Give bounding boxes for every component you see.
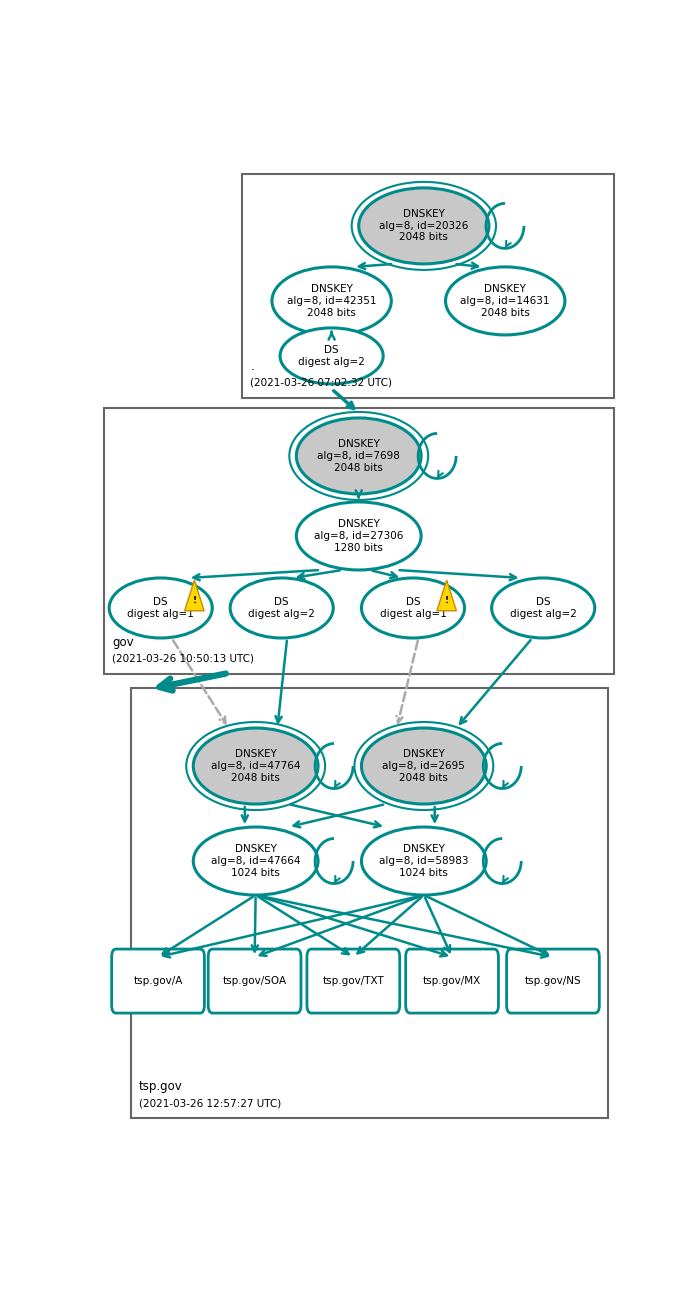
Text: DNSKEY
alg=8, id=7698
2048 bits: DNSKEY alg=8, id=7698 2048 bits xyxy=(317,439,400,473)
Ellipse shape xyxy=(491,578,595,638)
Ellipse shape xyxy=(445,266,565,335)
Ellipse shape xyxy=(193,827,318,895)
Text: DS
digest alg=2: DS digest alg=2 xyxy=(298,346,365,366)
Ellipse shape xyxy=(361,827,486,895)
Text: DNSKEY
alg=8, id=2695
2048 bits: DNSKEY alg=8, id=2695 2048 bits xyxy=(382,750,466,782)
FancyBboxPatch shape xyxy=(406,950,498,1013)
Text: .: . xyxy=(251,360,254,373)
Ellipse shape xyxy=(358,188,489,264)
Ellipse shape xyxy=(296,418,421,494)
Bar xyxy=(242,174,614,397)
Text: DNSKEY
alg=8, id=47664
1024 bits: DNSKEY alg=8, id=47664 1024 bits xyxy=(211,844,300,878)
Ellipse shape xyxy=(296,501,421,570)
Text: (2021-03-26 10:50:13 UTC): (2021-03-26 10:50:13 UTC) xyxy=(112,653,254,664)
Bar xyxy=(131,688,608,1118)
Ellipse shape xyxy=(361,727,486,804)
Text: DS
digest alg=1: DS digest alg=1 xyxy=(379,598,447,618)
FancyBboxPatch shape xyxy=(507,950,599,1013)
Text: DNSKEY
alg=8, id=27306
1280 bits: DNSKEY alg=8, id=27306 1280 bits xyxy=(314,520,403,552)
Text: DNSKEY
alg=8, id=14631
2048 bits: DNSKEY alg=8, id=14631 2048 bits xyxy=(461,284,550,317)
Text: (2021-03-26 07:02:32 UTC): (2021-03-26 07:02:32 UTC) xyxy=(251,378,392,388)
Text: DNSKEY
alg=8, id=58983
1024 bits: DNSKEY alg=8, id=58983 1024 bits xyxy=(379,844,468,878)
Text: DS
digest alg=1: DS digest alg=1 xyxy=(127,598,194,618)
Polygon shape xyxy=(437,581,456,611)
Text: tsp.gov/SOA: tsp.gov/SOA xyxy=(223,976,287,986)
Ellipse shape xyxy=(272,266,391,335)
Ellipse shape xyxy=(280,327,383,385)
FancyBboxPatch shape xyxy=(111,950,204,1013)
Ellipse shape xyxy=(230,578,333,638)
Bar xyxy=(104,408,614,674)
Text: tsp.gov/A: tsp.gov/A xyxy=(133,976,183,986)
Ellipse shape xyxy=(109,578,212,638)
Text: DS
digest alg=2: DS digest alg=2 xyxy=(510,598,577,618)
Ellipse shape xyxy=(193,727,318,804)
Polygon shape xyxy=(185,581,204,611)
Ellipse shape xyxy=(361,578,465,638)
FancyBboxPatch shape xyxy=(307,950,400,1013)
Text: DS
digest alg=2: DS digest alg=2 xyxy=(248,598,315,618)
Text: tsp.gov/NS: tsp.gov/NS xyxy=(525,976,581,986)
Text: tsp.gov/TXT: tsp.gov/TXT xyxy=(323,976,384,986)
Text: DNSKEY
alg=8, id=20326
2048 bits: DNSKEY alg=8, id=20326 2048 bits xyxy=(379,209,468,243)
Text: tsp.gov: tsp.gov xyxy=(139,1079,183,1092)
FancyBboxPatch shape xyxy=(208,950,301,1013)
Text: DNSKEY
alg=8, id=47764
2048 bits: DNSKEY alg=8, id=47764 2048 bits xyxy=(211,750,300,782)
Text: tsp.gov/MX: tsp.gov/MX xyxy=(423,976,481,986)
Text: gov: gov xyxy=(112,637,134,650)
Text: (2021-03-26 12:57:27 UTC): (2021-03-26 12:57:27 UTC) xyxy=(139,1098,281,1108)
Text: !: ! xyxy=(193,596,197,605)
Text: DNSKEY
alg=8, id=42351
2048 bits: DNSKEY alg=8, id=42351 2048 bits xyxy=(287,284,377,317)
Text: !: ! xyxy=(444,596,449,605)
